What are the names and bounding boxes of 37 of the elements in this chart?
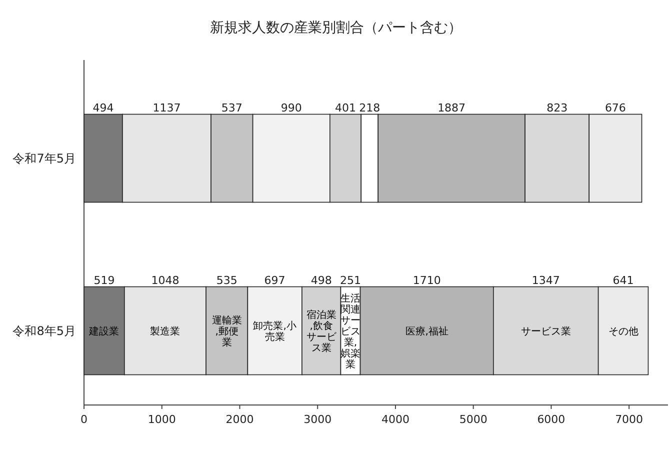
series-label: 運輸業,郵便業 [212,314,242,348]
x-tick-label: 6000 [537,413,566,426]
x-tick-label: 4000 [381,413,410,426]
data-label: 498 [310,274,332,287]
x-tick-label: 1000 [148,413,176,426]
x-tick-label: 5000 [459,413,488,426]
data-label: 1347 [532,274,560,287]
data-label: 519 [94,274,115,287]
y-tick-label: 令和7年5月 [12,151,76,166]
data-label: 697 [264,274,286,287]
data-label: 537 [221,101,242,114]
data-label: 676 [604,101,626,114]
data-label: 990 [280,101,302,114]
series-label: 医療,福祉 [405,325,448,338]
data-label: 641 [612,274,634,287]
data-label: 251 [340,274,361,287]
chart-title: 新規求人数の産業別割合（パート含む） [210,20,462,36]
data-label: 494 [92,101,114,114]
data-label: 1887 [438,101,466,114]
series-label: 卸売業,小売業 [253,320,296,343]
data-label: 401 [335,101,356,114]
series-label: サービス業 [520,325,571,338]
series-label: 製造業 [150,325,180,338]
data-label: 1710 [412,274,441,287]
y-tick-label: 令和8年5月 [12,324,76,338]
data-label: 218 [359,101,380,114]
x-tick-label: 0 [80,413,88,426]
x-tick-label: 3000 [304,413,332,426]
data-label: 535 [216,274,238,287]
series-label: 宿泊業,飲食サービス業 [306,308,338,354]
x-tick-label: 7000 [615,413,644,426]
series-label: その他 [608,325,638,338]
data-label: 823 [546,101,568,114]
x-tick-label: 2000 [226,413,254,426]
data-label: 1048 [151,274,180,287]
data-label: 1137 [152,101,181,114]
series-label: 建設業 [88,325,120,338]
